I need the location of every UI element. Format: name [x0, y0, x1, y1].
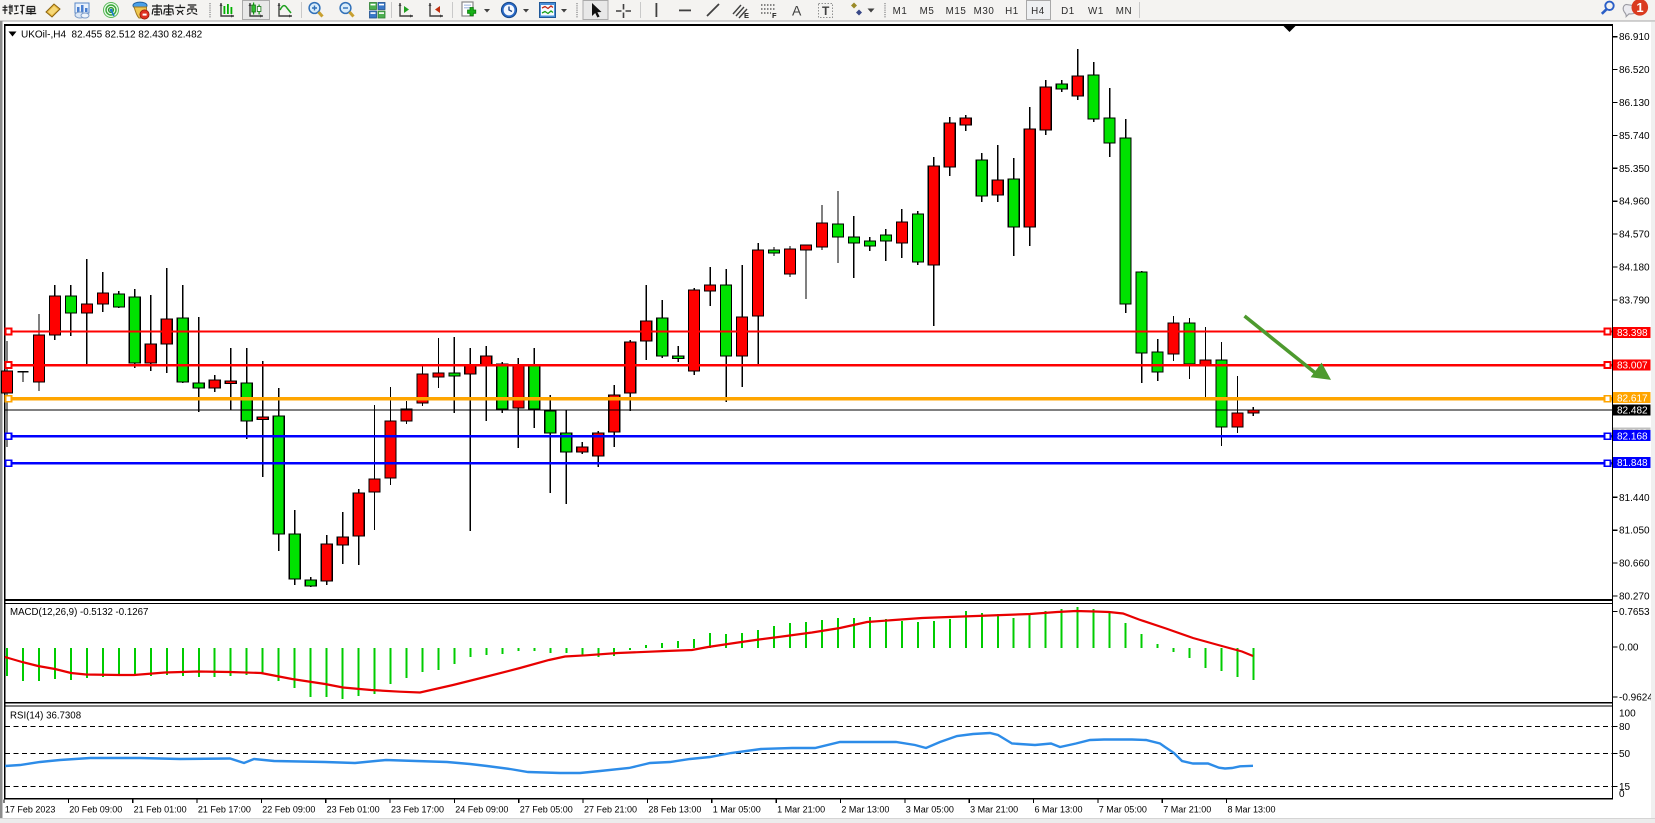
svg-text:50: 50 — [1619, 749, 1631, 760]
svg-text:21 Feb 01:00: 21 Feb 01:00 — [134, 805, 187, 815]
svg-text:82.617: 82.617 — [1617, 393, 1648, 404]
svg-text:27 Feb 21:00: 27 Feb 21:00 — [584, 805, 637, 815]
svg-text:RSI(14) 36.7308: RSI(14) 36.7308 — [10, 711, 81, 722]
svg-text:A: A — [792, 3, 802, 19]
svg-text:7 Mar 05:00: 7 Mar 05:00 — [1099, 805, 1147, 815]
svg-text:81.440: 81.440 — [1619, 493, 1650, 504]
svg-text:3 Mar 21:00: 3 Mar 21:00 — [970, 805, 1018, 815]
svg-text:82.482: 82.482 — [1617, 405, 1648, 416]
svg-text:80.270: 80.270 — [1619, 592, 1650, 603]
svg-text:81.050: 81.050 — [1619, 526, 1650, 537]
svg-text:23 Feb 17:00: 23 Feb 17:00 — [391, 805, 444, 815]
svg-text:M30: M30 — [974, 6, 995, 17]
svg-text:84.180: 84.180 — [1619, 263, 1650, 274]
svg-text:H4: H4 — [1031, 6, 1045, 17]
svg-text:20 Feb 09:00: 20 Feb 09:00 — [69, 805, 122, 815]
svg-text:1 Mar 05:00: 1 Mar 05:00 — [713, 805, 761, 815]
svg-text:MN: MN — [1116, 6, 1132, 17]
svg-text:100: 100 — [1619, 709, 1636, 720]
svg-text:85.350: 85.350 — [1619, 164, 1650, 175]
svg-text:83.398: 83.398 — [1617, 328, 1648, 339]
svg-text:80: 80 — [1619, 722, 1631, 733]
svg-text:3 Mar 05:00: 3 Mar 05:00 — [906, 805, 954, 815]
svg-text:80.660: 80.660 — [1619, 559, 1650, 570]
svg-text:UKOil-,H4 82.455 82.512 82.43: UKOil-,H4 82.455 82.512 82.430 82.482 — [21, 30, 203, 41]
svg-text:M5: M5 — [920, 6, 935, 17]
svg-text:MACD(12,26,9) -0.5132 -0.1267: MACD(12,26,9) -0.5132 -0.1267 — [10, 607, 148, 618]
svg-text:-0.9624: -0.9624 — [1619, 693, 1653, 704]
svg-text:86.520: 86.520 — [1619, 65, 1650, 76]
svg-text:85.740: 85.740 — [1619, 131, 1650, 142]
svg-text:D1: D1 — [1061, 6, 1075, 17]
svg-text:24 Feb 09:00: 24 Feb 09:00 — [455, 805, 508, 815]
svg-text:83.007: 83.007 — [1617, 361, 1648, 372]
svg-text:23 Feb 01:00: 23 Feb 01:00 — [327, 805, 380, 815]
svg-text:F: F — [772, 11, 777, 20]
svg-text:86.130: 86.130 — [1619, 98, 1650, 109]
svg-text:8 Mar 13:00: 8 Mar 13:00 — [1228, 805, 1276, 815]
svg-text:0.7653: 0.7653 — [1619, 607, 1650, 618]
svg-text:28 Feb 13:00: 28 Feb 13:00 — [648, 805, 701, 815]
svg-text:6 Mar 13:00: 6 Mar 13:00 — [1035, 805, 1083, 815]
svg-text:84.960: 84.960 — [1619, 197, 1650, 208]
svg-text:17 Feb 2023: 17 Feb 2023 — [5, 805, 56, 815]
svg-text:83.790: 83.790 — [1619, 295, 1650, 306]
svg-text:0.00: 0.00 — [1619, 643, 1639, 654]
svg-text:H1: H1 — [1005, 6, 1019, 17]
svg-text:22 Feb 09:00: 22 Feb 09:00 — [262, 805, 315, 815]
svg-text:T: T — [822, 4, 830, 18]
svg-text:M1: M1 — [893, 6, 908, 17]
svg-text:84.570: 84.570 — [1619, 230, 1650, 241]
svg-text:21 Feb 17:00: 21 Feb 17:00 — [198, 805, 251, 815]
svg-text:M15: M15 — [946, 6, 967, 17]
svg-text:1: 1 — [1636, 0, 1643, 15]
svg-text:2 Mar 13:00: 2 Mar 13:00 — [841, 805, 889, 815]
svg-text:86.910: 86.910 — [1619, 32, 1650, 43]
svg-text:27 Feb 05:00: 27 Feb 05:00 — [520, 805, 573, 815]
svg-text:82.168: 82.168 — [1617, 431, 1648, 442]
svg-text:81.848: 81.848 — [1617, 458, 1648, 469]
svg-text:15: 15 — [1619, 782, 1631, 793]
svg-text:1 Mar 21:00: 1 Mar 21:00 — [777, 805, 825, 815]
svg-text:7 Mar 21:00: 7 Mar 21:00 — [1163, 805, 1211, 815]
svg-text:W1: W1 — [1088, 6, 1104, 17]
svg-text:E: E — [744, 11, 749, 20]
svg-text:0: 0 — [1619, 789, 1625, 800]
